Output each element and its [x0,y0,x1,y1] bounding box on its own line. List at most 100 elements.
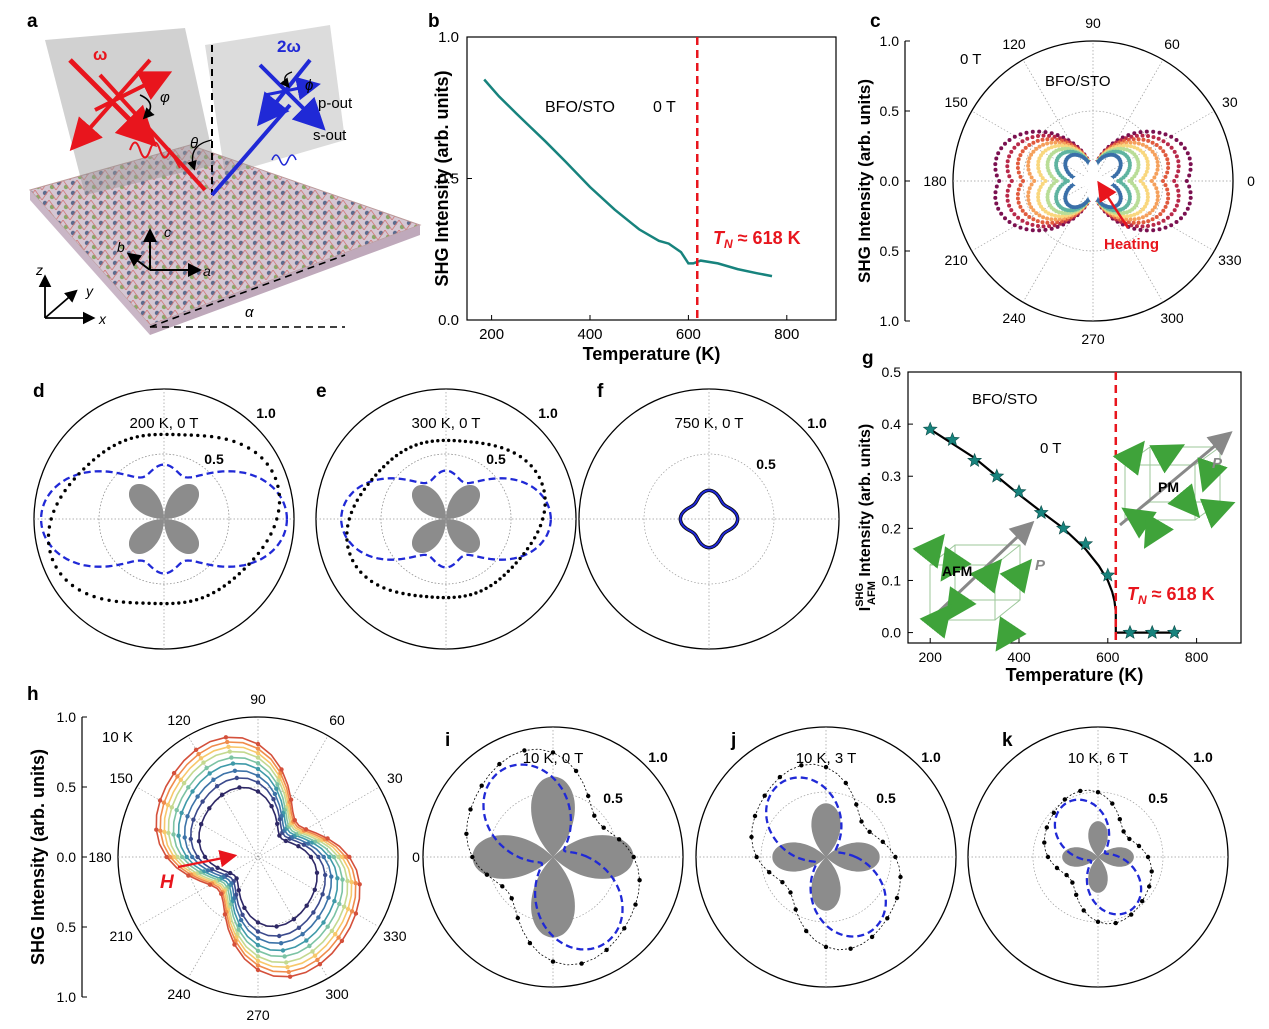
data-point [464,831,469,836]
polar-point [186,785,191,790]
data-point [362,487,367,491]
data-point [217,587,221,592]
polar-point [1016,157,1021,162]
data-point [540,482,544,486]
polar-point [1018,204,1023,209]
polar-point [325,836,330,841]
data-point [493,444,497,448]
ring-label: 0.5 [603,790,623,806]
polar-point [181,780,187,786]
data-point [777,774,783,780]
polar-point [1030,228,1035,233]
polar-point [1121,143,1126,148]
polar-point [1163,153,1168,158]
polar-point [1005,169,1010,174]
panel-letter-j: j [730,730,736,751]
polar-point [1169,212,1174,217]
polar-point [1145,162,1150,167]
polar-center [1072,160,1114,202]
polar-point [1055,224,1060,229]
angle-label: 240 [1002,310,1026,326]
field-arrow [177,849,238,869]
polar-point [1176,164,1181,169]
data-point [1081,908,1086,913]
polar-point [154,827,159,832]
y-axis-label: SHG Intensity (arb. units) [855,79,874,283]
data-point [885,916,890,921]
data-point [893,854,898,860]
data-point [848,946,853,951]
polar-point [1056,214,1061,219]
polar-point [286,969,291,975]
polar-point [202,854,208,860]
panel-letter-d: d [33,381,45,402]
polar-point [353,911,359,916]
polar-point [237,923,242,928]
panel-letter-e: e [316,381,327,402]
polar-point [1049,217,1054,222]
data-point [364,575,368,579]
panel-label: 10 K, 3 T [796,750,857,767]
polar-point [1163,183,1168,188]
data-point [212,590,216,595]
polar-point [1031,208,1036,213]
axis-z-label: z [35,262,43,278]
data-point [260,456,264,460]
polar-point [1045,162,1050,167]
polar-point [1132,183,1137,188]
polar-point [310,840,315,845]
data-point [550,750,556,755]
polar-point [1125,143,1130,148]
panel-g-annot-p2: P [1212,455,1223,472]
polar-point [1145,198,1150,203]
data-point [399,450,403,455]
polar-point [1174,154,1179,159]
polar-point [320,892,325,897]
polar-point [1140,133,1145,138]
data-point [1051,810,1057,815]
data-point [354,565,359,569]
polar-point [1057,217,1062,222]
fit-curve [1053,798,1143,916]
data-point [346,545,350,549]
axis-c-label: c [164,224,171,240]
data-point [518,454,523,459]
polar-point [175,854,180,860]
polar-point [219,792,225,797]
polar-point [1174,220,1179,224]
polar-point [1176,188,1181,193]
polar-point [1034,211,1039,216]
data-point [843,780,848,786]
panel-b-annot-field: 0 T [653,99,676,116]
polar-point [1136,195,1141,200]
polar-point [227,749,232,754]
polar-point [274,924,279,929]
data-point [189,433,193,437]
panel-k-chart: 10 K, 6 T 0.5 1.0 [967,726,1229,988]
polar-point [1023,212,1028,217]
polar-point [1024,130,1029,135]
polar-point [1188,167,1193,172]
data-star [1078,536,1094,551]
polar-point [321,920,326,925]
polar-point [993,167,998,172]
polar-point [255,920,261,925]
polar-point [301,842,307,847]
polar-point [1152,205,1157,210]
ring-label: 1.0 [256,405,276,421]
polar-point [1154,201,1159,206]
polar-point [1029,152,1034,157]
polar-point [339,938,345,944]
polar-point [1130,176,1135,181]
polar-point [283,838,288,844]
polar-point [255,929,261,934]
omega-pol-3 [94,71,173,112]
alpha-tilt [149,254,346,328]
polar-point [1165,187,1170,192]
polar-point [1045,141,1050,146]
polar-point [1154,143,1159,147]
data-point [159,432,163,437]
polar-point [171,832,176,837]
polar-point [1015,166,1020,170]
polar-point [1185,206,1190,211]
